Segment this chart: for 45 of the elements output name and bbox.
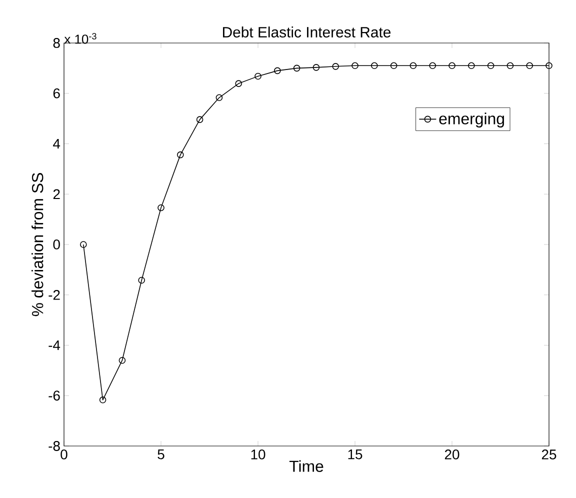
y-tick-label: -2 [48, 290, 60, 300]
point [332, 63, 339, 70]
point [254, 72, 262, 80]
point [196, 116, 204, 123]
x-tick-label: 15 [348, 450, 362, 460]
point [506, 62, 514, 70]
point [390, 62, 398, 70]
y-axis-title: % deviation from SS [32, 173, 44, 316]
point [429, 62, 436, 70]
point [177, 151, 184, 158]
point [274, 67, 281, 74]
point [216, 94, 223, 102]
y-tick-label: 6 [53, 88, 60, 98]
chart-title: Debt Elastic Interest Rate [223, 26, 391, 38]
point [468, 62, 475, 70]
x-tick-label: 0 [60, 450, 68, 460]
point [158, 204, 164, 212]
y-tick-label: 2 [53, 189, 60, 199]
x-axis-title: Time [289, 460, 324, 472]
y-tick-label: 8 [53, 38, 60, 48]
point [80, 241, 87, 248]
y-tick-label: 4 [53, 138, 60, 149]
point [235, 80, 242, 87]
point [99, 396, 106, 404]
point [352, 62, 358, 70]
x-tick-label: 5 [158, 450, 164, 460]
point [487, 62, 494, 70]
point [448, 62, 456, 70]
x-tick-label: 25 [542, 450, 556, 460]
point [546, 62, 552, 70]
point [293, 64, 300, 72]
point [526, 62, 534, 70]
point [371, 62, 378, 70]
point [118, 356, 126, 364]
y-tick-label: -4 [48, 340, 60, 350]
y-tick-label: -6 [48, 390, 60, 401]
annotation: x 10$^{-3}$ [64, 33, 96, 44]
legend-label: emerging [439, 112, 504, 128]
x-tick-label: 10 [251, 450, 266, 460]
x-tick-label: 20 [444, 450, 460, 460]
point [138, 276, 145, 284]
y-tick-label: 0 [53, 240, 60, 250]
point [312, 64, 320, 71]
y-tick-label: -8 [48, 441, 60, 451]
point [410, 62, 417, 70]
